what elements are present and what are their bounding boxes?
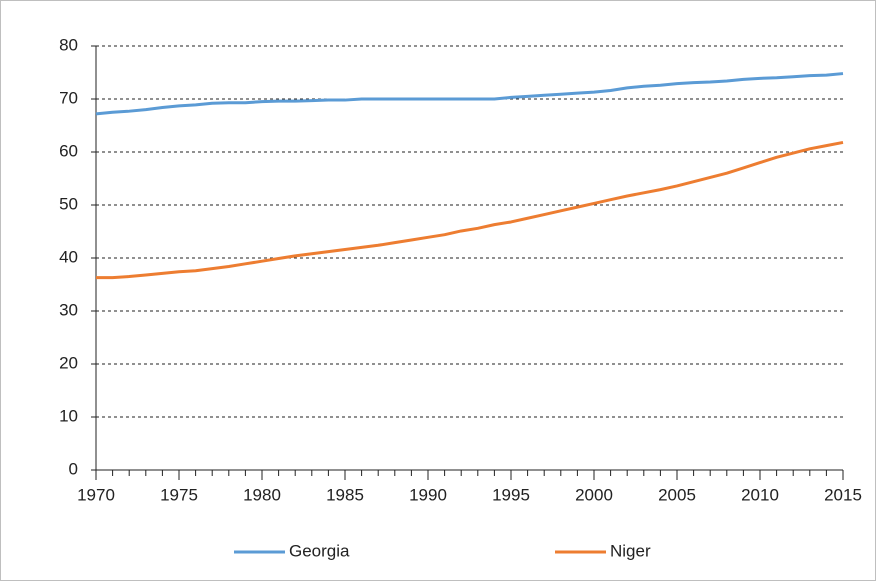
y-tick-label: 80 — [59, 35, 78, 54]
legend-label: Georgia — [289, 541, 350, 560]
y-tick-label: 50 — [59, 194, 78, 213]
x-tick-label: 2010 — [741, 485, 779, 504]
y-tick-label: 30 — [59, 300, 78, 319]
x-tick-label: 2015 — [824, 485, 862, 504]
x-tick-label: 1975 — [160, 485, 198, 504]
legend-label: Niger — [610, 541, 651, 560]
x-tick-label: 1990 — [409, 485, 447, 504]
y-tick-label: 40 — [59, 247, 78, 266]
y-tick-label: 10 — [59, 406, 78, 425]
x-tick-label: 1985 — [326, 485, 364, 504]
x-tick-label: 2000 — [575, 485, 613, 504]
x-tick-label: 1970 — [77, 485, 115, 504]
series-line — [95, 72, 844, 116]
x-tick-label: 2005 — [658, 485, 696, 504]
y-tick-label: 70 — [59, 88, 78, 107]
series-line — [96, 140, 844, 280]
y-tick-label: 60 — [59, 141, 78, 160]
y-tick-label: 0 — [69, 459, 78, 478]
x-tick-label: 1995 — [492, 485, 530, 504]
x-tick-label: 1980 — [243, 485, 281, 504]
y-tick-label: 20 — [59, 353, 78, 372]
